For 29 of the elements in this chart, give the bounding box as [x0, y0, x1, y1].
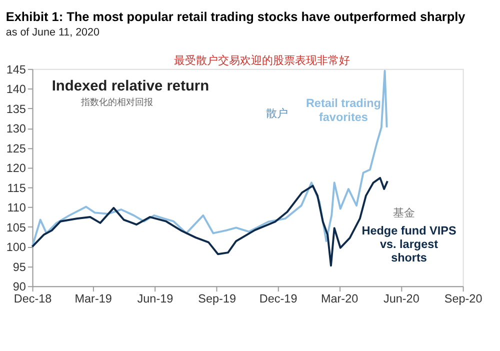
- y-tick-label: 145: [6, 63, 26, 76]
- chart-subtitle: as of June 11, 2020: [6, 26, 100, 39]
- x-tick-label: Mar-19: [74, 292, 112, 306]
- text: 最受散户交易欢迎的股票表现非常好: [174, 54, 350, 68]
- y-tick-label: 110: [7, 202, 26, 215]
- y-tick-label: 95: [12, 260, 26, 274]
- y-tick-label: 130: [6, 122, 26, 136]
- x-tick-label: Sep-20: [444, 292, 483, 306]
- chart-title: Exhibit 1: The most popular retail trading stocks have outperformed sharply: [6, 8, 466, 24]
- x-tick-label: Jun-19: [137, 292, 174, 306]
- series-label: Hedge fund VIPS vs. largest shorts: [362, 224, 456, 265]
- y-tick-label: 135: [6, 102, 26, 116]
- x-tick-label: Mar-20: [320, 292, 359, 306]
- series-label: Retail trading favorites: [306, 97, 381, 124]
- x-tick-label: Dec-19: [259, 292, 298, 306]
- y-tick-label: 140: [6, 83, 26, 96]
- y-tick-label: 125: [6, 142, 26, 156]
- annotation: 散户: [266, 106, 288, 120]
- annotation: 指数化的相对回报: [80, 97, 154, 108]
- x-tick-label: Jun-20: [383, 292, 420, 306]
- y-tick-label: 120: [6, 162, 26, 176]
- annotation: 基金: [393, 206, 416, 220]
- x-tick-label: Sep-19: [198, 292, 236, 306]
- annotation: Indexed relative return: [52, 78, 210, 94]
- y-tick-label: 100: [6, 241, 26, 254]
- y-tick-label: 115: [7, 182, 26, 195]
- y-tick-label: 90: [12, 280, 26, 294]
- x-tick-label: Dec-18: [14, 292, 52, 306]
- y-tick-label: 105: [6, 221, 26, 234]
